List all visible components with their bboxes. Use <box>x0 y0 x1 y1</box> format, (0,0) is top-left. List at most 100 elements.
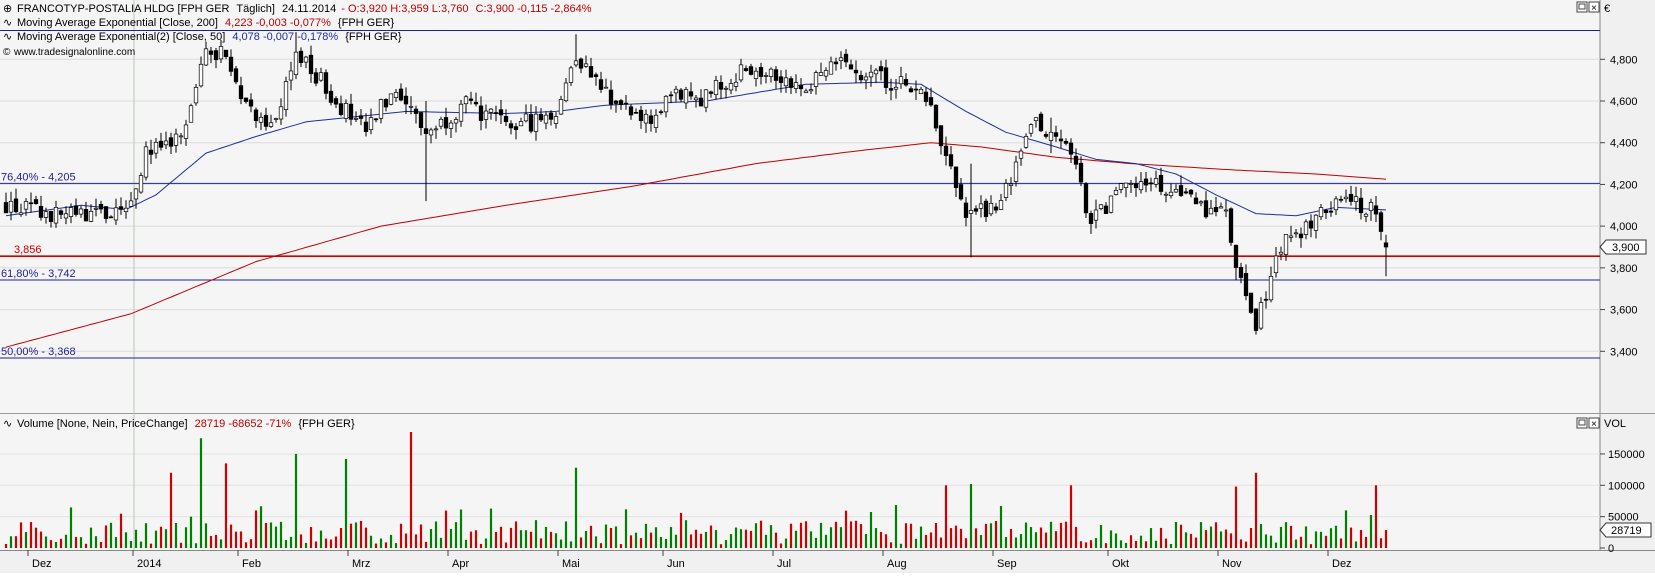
volume-bar <box>979 535 983 548</box>
volume-bar <box>374 543 378 548</box>
candle-body <box>53 207 59 224</box>
volume-bar <box>134 529 138 548</box>
candle-body <box>613 100 619 104</box>
candle-body <box>783 77 789 87</box>
watermark: www.tradesignalonline.com <box>13 47 135 58</box>
candle-body <box>488 108 494 113</box>
price-line-label: 76,40% - 4,205 <box>1 171 76 183</box>
candle-body <box>858 75 864 81</box>
candle-body <box>358 115 364 119</box>
candle-body <box>748 66 754 75</box>
volume-bar <box>1239 539 1243 548</box>
candle-body <box>608 89 614 105</box>
candle-body <box>1293 232 1299 235</box>
candle-body <box>433 128 439 131</box>
volume-bar <box>704 531 708 548</box>
price-pane <box>0 0 1600 413</box>
volume-bar <box>934 522 938 548</box>
volume-bar <box>419 524 423 548</box>
ema50-name: Moving Average Exponential(2) [Close, 50… <box>17 31 225 43</box>
month-label: Apr <box>452 558 469 570</box>
volume-bar <box>94 536 98 548</box>
time-axis: Dez 2014 Feb Mrz Apr Mai Jun Jul Aug Sep Okt Nov Dez <box>27 550 1352 570</box>
candle-body <box>1058 138 1064 142</box>
volume-bar <box>444 510 448 548</box>
candle-body <box>938 125 944 147</box>
candle-body <box>43 211 49 218</box>
volume-bar <box>199 438 203 548</box>
candle-body <box>383 98 389 108</box>
candle-body <box>1213 207 1219 213</box>
candle-body <box>1023 136 1029 148</box>
volume-header: ∿ Volume [None, Nein, PriceChange] 28719… <box>3 417 1626 430</box>
volume-bar <box>174 522 178 548</box>
volume-bar <box>1344 510 1348 548</box>
close-button[interactable]: × <box>1588 1 1600 14</box>
volume-bar <box>1314 531 1318 548</box>
candle-body <box>1133 183 1139 189</box>
candle-body <box>1093 209 1099 221</box>
volume-bar <box>1294 539 1298 548</box>
price-line-label: 3,856 <box>14 244 42 256</box>
candle-body <box>348 103 354 120</box>
candle-body <box>453 119 459 124</box>
volume-bar <box>899 543 903 548</box>
chart-menu-icon[interactable]: ⊕ <box>3 3 12 15</box>
volume-bar <box>819 522 823 548</box>
candle-body <box>253 109 259 122</box>
volume-bar <box>434 521 438 548</box>
volume-bar <box>599 543 603 548</box>
candle-body <box>843 53 849 63</box>
candle-body <box>953 166 959 189</box>
candle-body <box>528 114 534 132</box>
month-label: Mai <box>562 558 580 570</box>
candle-body <box>1258 302 1264 329</box>
volume-bar <box>1074 526 1078 548</box>
volume-bar <box>809 531 813 548</box>
candle-body <box>163 140 169 146</box>
svg-text:Moving Average Exponential [Cl: Moving Average Exponential [Close, 200] … <box>17 17 394 29</box>
candle-body <box>33 199 39 204</box>
volume-bar <box>309 527 313 548</box>
candle-body <box>1003 183 1009 198</box>
volume-bar <box>1169 543 1173 548</box>
volume-bar <box>1104 543 1108 548</box>
volume-bar <box>719 544 723 548</box>
volume-bar <box>59 538 63 548</box>
candlesticks <box>3 32 1389 335</box>
ema50-values: 4,078 -0,007 -0,178% <box>232 31 338 43</box>
price-tick-label: 4,600 <box>1610 96 1638 108</box>
candle-body <box>968 210 974 214</box>
volume-bar <box>1194 537 1198 548</box>
volume-close-button[interactable]: × <box>1588 417 1600 430</box>
candle-body <box>913 88 919 91</box>
restore-button[interactable] <box>1576 1 1588 13</box>
volume-bar <box>414 534 418 548</box>
volume-bar <box>864 534 868 548</box>
volume-bar <box>479 543 483 548</box>
candle-body <box>283 81 289 110</box>
volume-restore-button[interactable] <box>1576 417 1588 429</box>
candle-body <box>78 208 84 215</box>
volume-bar <box>824 534 828 548</box>
volume-bar <box>1094 538 1098 548</box>
candle-body <box>1128 183 1134 185</box>
volume-axis-title: VOL <box>1604 418 1626 430</box>
volume-bar <box>739 529 743 548</box>
volume-bar <box>14 536 18 548</box>
candle-body <box>98 203 104 210</box>
volume-values: 28719 -68652 -71% <box>195 418 292 430</box>
volume-bar <box>24 532 28 548</box>
volume-bar <box>29 522 33 548</box>
candle-body <box>153 141 159 154</box>
candle-body <box>983 200 989 218</box>
candle-body <box>1268 276 1274 301</box>
candle-body <box>753 70 759 79</box>
candle-body <box>1048 131 1054 141</box>
volume-bar <box>644 523 648 548</box>
volume-bar <box>584 530 588 548</box>
candle-body <box>893 86 899 90</box>
candle-body <box>923 91 929 102</box>
candle-body <box>448 122 454 129</box>
